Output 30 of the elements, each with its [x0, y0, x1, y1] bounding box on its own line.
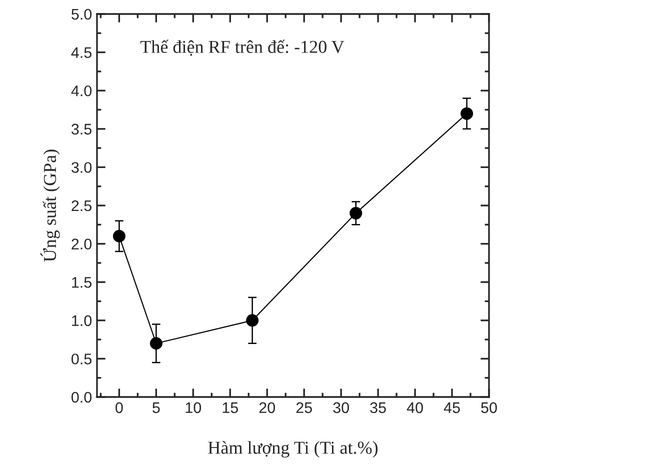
y-tick-label: 3.0 [71, 162, 92, 173]
y-tick-label: 2.5 [72, 200, 92, 212]
y-axis-title: Ứng suất (GPa) [40, 150, 60, 262]
y-tick-label: 3.5 [71, 124, 92, 135]
x-tick-label: 20 [259, 402, 276, 414]
point [350, 206, 362, 220]
x-tick-label: 30 [333, 402, 349, 414]
y-tick-label: 5.0 [72, 8, 92, 20]
x-tick-label: 15 [222, 402, 238, 414]
x-tick-label: 45 [444, 402, 460, 414]
point [150, 337, 162, 350]
y-tick-label: 2.0 [72, 238, 92, 250]
point [246, 314, 259, 327]
x-tick-label: 10 [186, 402, 202, 414]
x-tick-label: 40 [406, 402, 423, 414]
x-tick-label: 50 [481, 402, 497, 414]
y-tick-label: 0.0 [72, 392, 92, 403]
y-tick-label: 1.0 [72, 315, 92, 326]
y-tick-label: 4.0 [71, 85, 92, 96]
point [112, 230, 126, 242]
y-tick-label: 4.5 [71, 47, 92, 58]
x-axis-title: Hàm lượng Ti (Ti at.%) [208, 441, 378, 458]
x-tick-label: 0 [116, 402, 123, 414]
x-tick-label: 35 [370, 402, 386, 414]
x-tick-label: 25 [296, 402, 312, 414]
point [460, 107, 474, 120]
y-tick-label: 1.5 [72, 277, 92, 288]
x-tick-label: 5 [152, 402, 160, 414]
annotation: Thế điện RF trên đế: -120 V [140, 40, 344, 56]
y-tick-label: 0.5 [72, 354, 92, 364]
